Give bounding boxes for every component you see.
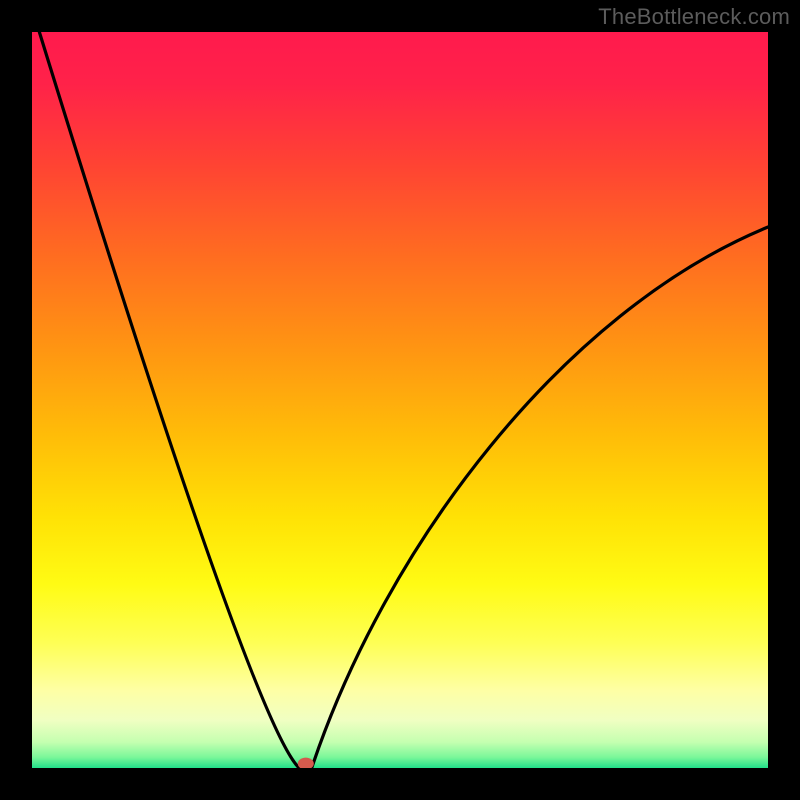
bottleneck-chart	[32, 32, 768, 768]
chart-svg	[32, 32, 768, 768]
watermark-text: TheBottleneck.com	[598, 4, 790, 30]
chart-frame: TheBottleneck.com	[0, 0, 800, 800]
gradient-background	[32, 32, 768, 768]
